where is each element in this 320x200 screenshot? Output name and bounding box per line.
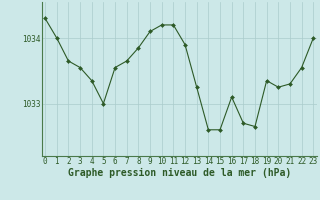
X-axis label: Graphe pression niveau de la mer (hPa): Graphe pression niveau de la mer (hPa) — [68, 168, 291, 178]
